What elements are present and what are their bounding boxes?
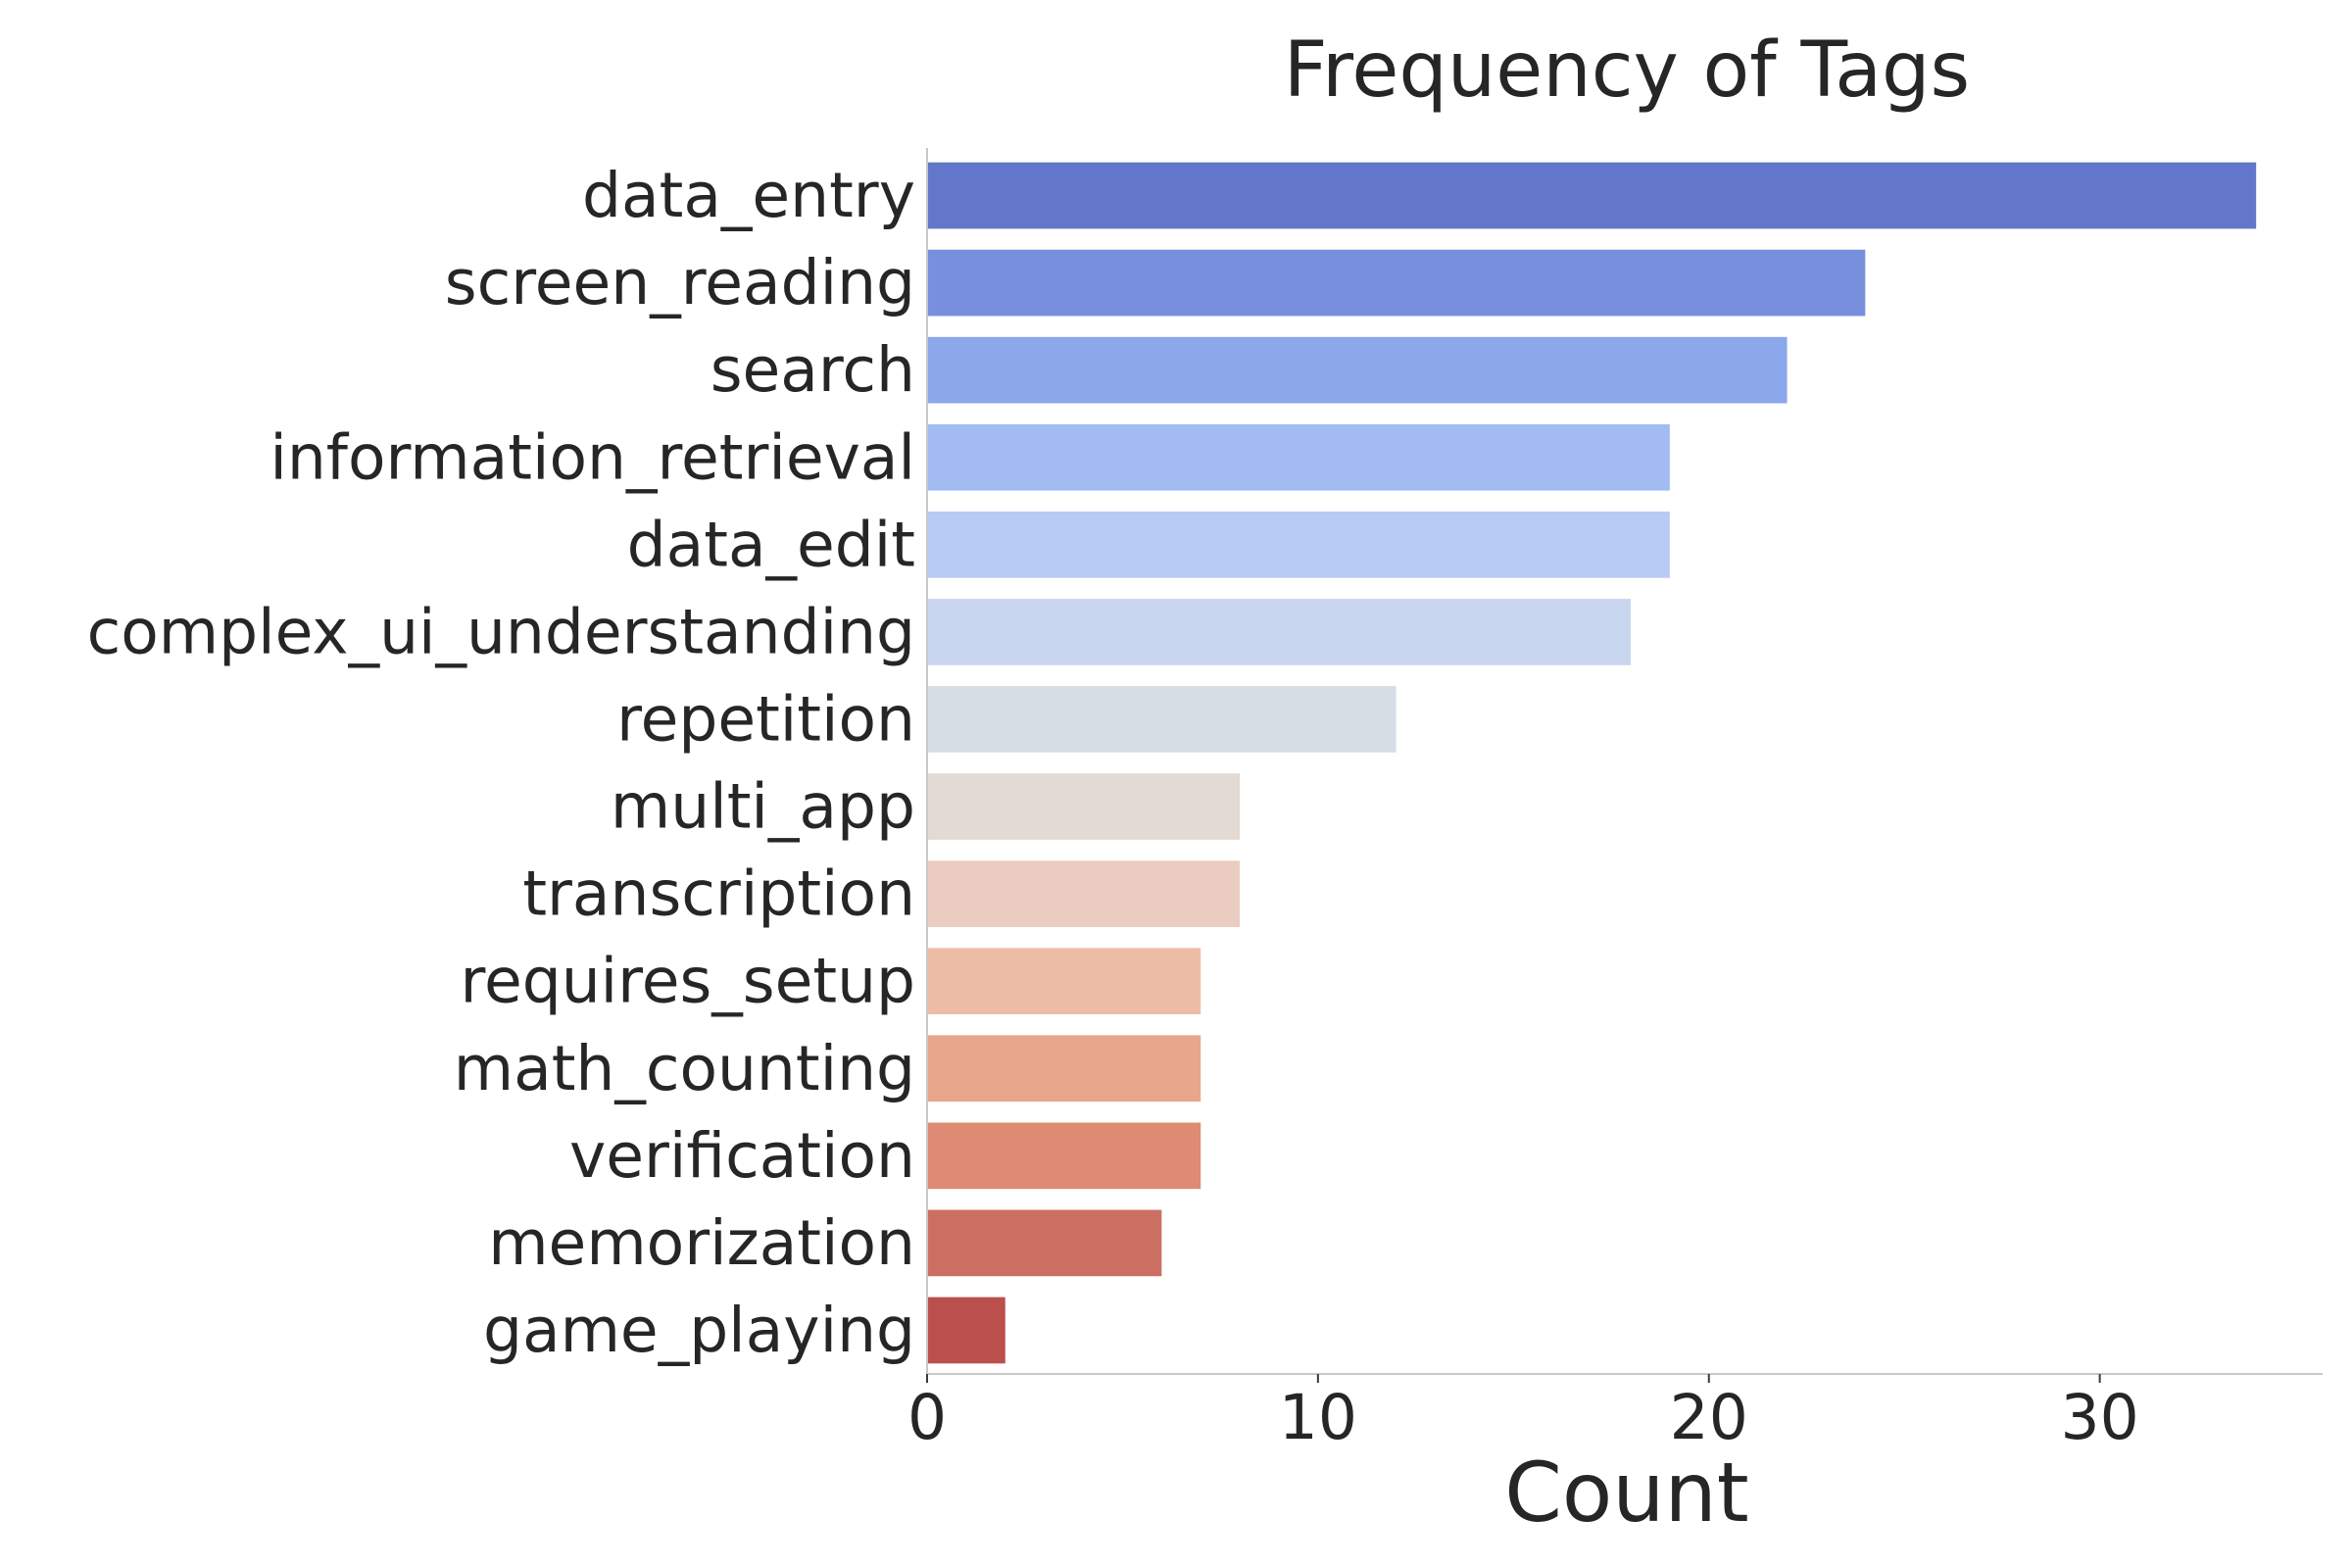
axes	[926, 148, 2323, 1375]
bars-layer	[927, 162, 2257, 1364]
bar-verification	[927, 1122, 1201, 1190]
chart-title: Frequency of Tags	[1284, 26, 1970, 115]
bar-transcription	[927, 860, 1241, 927]
bar-information-retrieval	[927, 423, 1670, 491]
bar-search	[927, 336, 1788, 404]
category-label: math_counting	[454, 1033, 915, 1104]
x-tick-label: 30	[2061, 1382, 2139, 1453]
bar-complex-ui-understanding	[927, 599, 1631, 665]
category-label: requires_setup	[460, 946, 915, 1017]
category-label: data_entry	[582, 160, 915, 231]
x-tick-label: 10	[1279, 1382, 1357, 1453]
category-label: screen_reading	[445, 247, 915, 318]
x-axis-ticks: 0 10 20 30	[907, 1374, 2139, 1453]
x-axis-title: Count	[1504, 1445, 1748, 1541]
bar-data-entry	[927, 162, 2257, 229]
category-label: multi_app	[611, 771, 915, 843]
bar-data-edit	[927, 511, 1670, 578]
bar-game-playing	[927, 1297, 1005, 1364]
bar-multi-app	[927, 773, 1241, 840]
category-label: game_playing	[483, 1295, 915, 1366]
bar-requires-setup	[927, 948, 1201, 1015]
x-tick-label: 0	[907, 1382, 947, 1453]
bar-repetition	[927, 686, 1396, 753]
x-tick-label: 20	[1670, 1382, 1748, 1453]
bar-screen-reading	[927, 249, 1866, 317]
bar-math-counting	[927, 1035, 1201, 1102]
category-label: memorization	[488, 1207, 915, 1279]
category-label: verification	[569, 1120, 915, 1192]
category-label: complex_ui_understanding	[87, 596, 915, 667]
category-label: transcription	[522, 858, 915, 930]
category-label: search	[710, 334, 915, 406]
category-label: data_edit	[627, 509, 915, 580]
bar-memorization	[927, 1209, 1162, 1277]
category-label: information_retrieval	[270, 421, 915, 493]
category-label: repetition	[616, 683, 915, 755]
